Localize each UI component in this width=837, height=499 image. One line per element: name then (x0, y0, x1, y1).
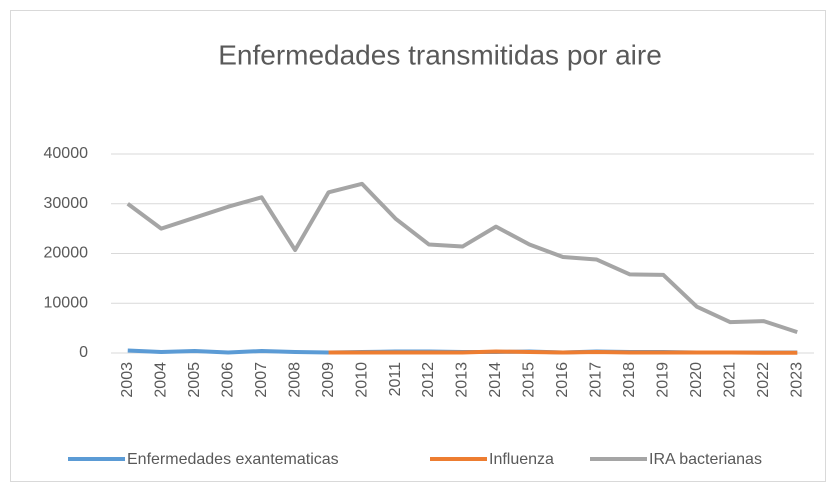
x-tick-label: 2009 (320, 362, 337, 398)
x-tick-label: 2019 (655, 362, 672, 398)
chart-title: Enfermedades transmitidas por aire (218, 39, 662, 70)
series-line (126, 181, 798, 335)
x-tick-label: 2020 (688, 362, 705, 398)
x-tick-label: 2005 (186, 362, 203, 398)
x-tick-label: 2003 (119, 362, 136, 398)
x-tick-label: 2023 (788, 362, 805, 398)
y-tick-label: 20000 (44, 245, 89, 262)
y-tick-label: 0 (79, 344, 88, 361)
legend-label: IRA bacterianas (649, 451, 762, 468)
x-tick-label: 2017 (588, 362, 605, 398)
x-tick-label: 2013 (454, 362, 471, 398)
x-tick-label: 2004 (152, 362, 169, 398)
x-tick-label: 2007 (253, 362, 270, 398)
x-tick-label: 2012 (420, 362, 437, 398)
x-tick-label: 2014 (487, 362, 504, 398)
chart-border (10, 10, 826, 482)
x-tick-label: 2008 (286, 362, 303, 398)
x-tick-label: 2021 (722, 362, 739, 398)
y-tick-label: 30000 (44, 195, 89, 212)
legend-label: Enfermedades exantematicas (127, 451, 339, 468)
x-tick-label: 2010 (353, 362, 370, 398)
x-tick-label: 2011 (387, 362, 404, 397)
x-tick-label: 2006 (219, 362, 236, 398)
series-line (328, 349, 798, 355)
x-tick-label: 2018 (621, 362, 638, 398)
y-tick-label: 40000 (44, 145, 89, 162)
x-tick-label: 2022 (755, 362, 772, 398)
x-tick-label: 2015 (521, 362, 538, 398)
legend-label: Influenza (489, 451, 554, 468)
x-tick-label: 2016 (554, 362, 571, 398)
y-tick-label: 10000 (44, 294, 89, 311)
